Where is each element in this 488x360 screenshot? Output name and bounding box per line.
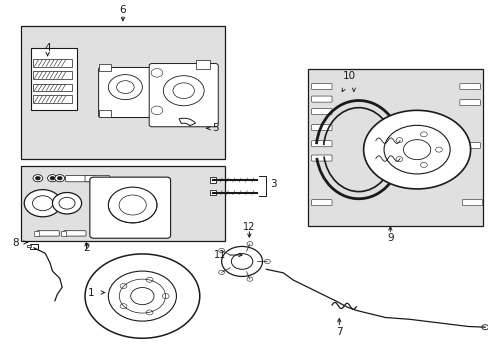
Bar	[27, 245, 30, 247]
Circle shape	[420, 162, 427, 167]
Text: 11: 11	[214, 250, 226, 260]
Circle shape	[55, 175, 64, 182]
Circle shape	[119, 195, 146, 215]
Circle shape	[120, 304, 127, 309]
FancyBboxPatch shape	[459, 143, 479, 149]
Bar	[307, 69, 482, 226]
Bar	[210, 177, 216, 183]
Text: 3: 3	[270, 179, 276, 189]
Text: 8: 8	[13, 238, 19, 248]
Circle shape	[395, 138, 402, 143]
Text: 6: 6	[120, 5, 126, 15]
Circle shape	[163, 76, 203, 106]
FancyBboxPatch shape	[459, 100, 479, 106]
Circle shape	[264, 259, 270, 264]
Bar	[30, 244, 38, 249]
Text: 10: 10	[342, 71, 355, 81]
Bar	[99, 64, 111, 71]
Text: 5: 5	[212, 123, 218, 133]
Circle shape	[108, 187, 157, 223]
Circle shape	[218, 270, 224, 275]
Circle shape	[50, 176, 55, 180]
FancyBboxPatch shape	[90, 177, 170, 238]
Circle shape	[52, 193, 81, 214]
FancyBboxPatch shape	[85, 175, 110, 182]
Circle shape	[24, 190, 61, 217]
Circle shape	[231, 253, 252, 269]
Circle shape	[363, 111, 469, 189]
Bar	[34, 231, 39, 236]
Circle shape	[108, 75, 142, 100]
FancyBboxPatch shape	[65, 175, 95, 182]
Text: 2: 2	[83, 243, 90, 253]
Circle shape	[35, 176, 40, 180]
FancyBboxPatch shape	[311, 141, 331, 147]
Circle shape	[420, 132, 427, 137]
Circle shape	[151, 106, 163, 114]
Circle shape	[435, 147, 442, 152]
Circle shape	[120, 284, 127, 288]
FancyBboxPatch shape	[311, 125, 331, 131]
Bar	[30, 48, 77, 111]
Bar	[33, 71, 72, 79]
Bar	[210, 190, 216, 195]
FancyBboxPatch shape	[63, 231, 86, 236]
Circle shape	[57, 176, 62, 180]
Circle shape	[59, 197, 75, 209]
Circle shape	[162, 294, 169, 298]
FancyBboxPatch shape	[311, 96, 331, 102]
Circle shape	[146, 277, 153, 282]
Wedge shape	[179, 118, 195, 126]
Bar	[33, 84, 72, 91]
FancyBboxPatch shape	[461, 200, 482, 206]
Circle shape	[151, 68, 163, 77]
FancyBboxPatch shape	[99, 67, 152, 117]
Text: 7: 7	[335, 327, 342, 337]
Text: 4: 4	[44, 43, 51, 53]
Circle shape	[481, 325, 488, 330]
FancyBboxPatch shape	[311, 84, 331, 90]
Bar	[33, 95, 72, 103]
Circle shape	[403, 140, 430, 159]
Circle shape	[85, 254, 200, 338]
Circle shape	[33, 175, 42, 182]
FancyBboxPatch shape	[459, 84, 479, 90]
Circle shape	[108, 271, 176, 321]
Bar	[33, 59, 72, 67]
Text: 9: 9	[386, 233, 393, 243]
Text: 1: 1	[88, 288, 95, 297]
Circle shape	[221, 247, 262, 276]
Circle shape	[173, 83, 194, 99]
Bar	[21, 26, 224, 158]
Circle shape	[33, 196, 53, 211]
FancyBboxPatch shape	[311, 200, 331, 206]
FancyBboxPatch shape	[311, 155, 331, 161]
Bar	[99, 111, 111, 117]
Bar	[21, 166, 224, 241]
Circle shape	[383, 125, 449, 174]
Bar	[61, 231, 65, 236]
Circle shape	[146, 310, 153, 315]
FancyBboxPatch shape	[149, 64, 218, 127]
FancyBboxPatch shape	[311, 109, 331, 114]
Circle shape	[116, 81, 134, 94]
Text: 12: 12	[243, 222, 255, 232]
Circle shape	[47, 175, 57, 182]
FancyBboxPatch shape	[37, 231, 59, 236]
Circle shape	[130, 288, 154, 305]
Circle shape	[246, 242, 252, 246]
Circle shape	[246, 277, 252, 281]
Bar	[196, 60, 210, 69]
Circle shape	[395, 157, 402, 162]
Circle shape	[218, 248, 224, 253]
